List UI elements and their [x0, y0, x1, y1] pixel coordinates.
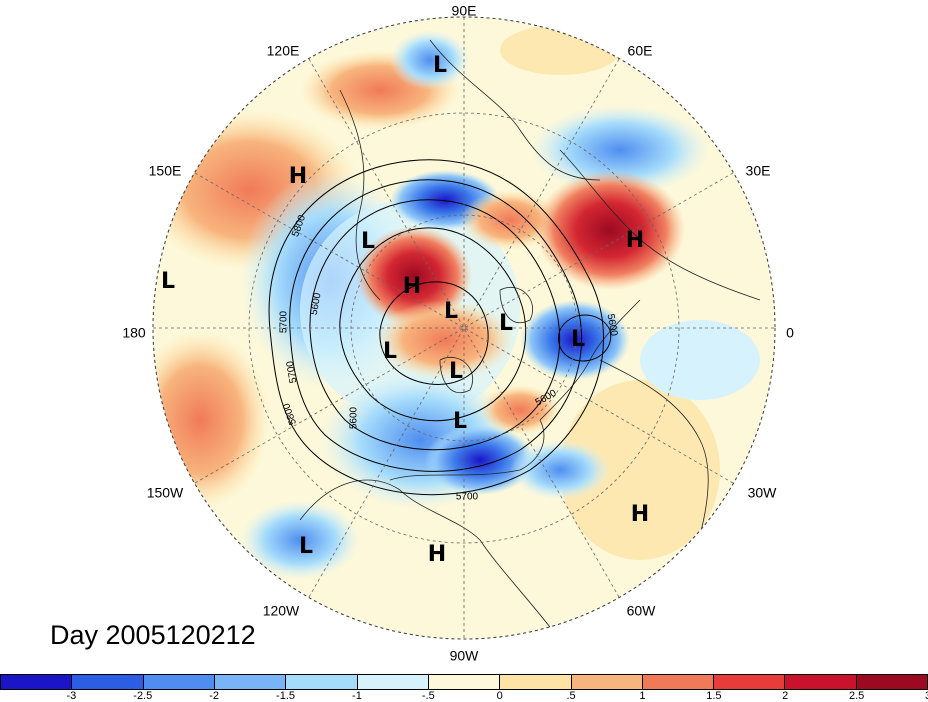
color-scale-segment [428, 675, 501, 689]
longitude-label: 120W [263, 603, 300, 619]
color-scale-segment [1, 675, 73, 689]
low-pressure-marker: L [383, 339, 397, 364]
low-pressure-marker: L [433, 53, 447, 78]
high-pressure-marker: H [626, 228, 644, 253]
high-pressure-marker: H [428, 542, 446, 567]
color-scale-tick-label: -2.5 [133, 690, 153, 702]
longitude-label: 60W [627, 603, 657, 619]
longitude-label: 90W [450, 648, 480, 664]
anomaly-field [153, 17, 775, 639]
color-scale-segment [143, 675, 215, 689]
color-scale-tick-label: .5 [566, 690, 576, 702]
low-pressure-marker: L [571, 327, 585, 352]
color-scale-tick-label: -1.5 [276, 690, 296, 702]
color-scale-tick-label: -.5 [421, 690, 435, 702]
contour-label: 5600 [349, 406, 360, 429]
color-scale-tick-label: 0 [496, 690, 503, 702]
contour-label: 5700 [456, 492, 479, 503]
color-scale-segment [642, 675, 715, 689]
low-pressure-marker: L [361, 229, 375, 254]
date-title: Day 2005120212 [50, 620, 256, 650]
height-contours [268, 159, 612, 496]
longitude-label: 30E [746, 163, 771, 179]
longitude-label: 150E [149, 163, 182, 179]
longitude-label: 60E [628, 43, 653, 59]
color-scale-segment [72, 675, 144, 689]
longitude-label: 150W [147, 485, 184, 501]
high-pressure-marker: H [403, 274, 421, 299]
color-scale-bar [0, 674, 928, 690]
color-scale-tick-label: 2 [782, 690, 789, 702]
color-scale-segment [500, 675, 572, 689]
low-pressure-marker: L [449, 359, 463, 384]
color-scale-tick-label: 1.5 [706, 690, 722, 702]
longitude-labels: 90E 60E 30E 0 30W 60W 90W 120W 150W 180 150E 120E [122, 3, 794, 664]
color-scale-tick-label: -3 [66, 690, 77, 702]
low-pressure-marker: L [453, 409, 467, 434]
color-scale-tick-label: 1 [639, 690, 646, 702]
low-pressure-marker: L [444, 299, 458, 324]
low-pressure-marker: L [499, 311, 513, 336]
contour-label: 5700 [279, 310, 290, 333]
color-scale-tick-label: 2.5 [848, 690, 865, 702]
longitude-label: 180 [122, 325, 146, 341]
high-pressure-marker: H [631, 502, 649, 527]
color-scale-tick-label: 3 [925, 690, 928, 702]
low-pressure-marker: L [161, 269, 175, 294]
color-scale-segment [714, 675, 786, 689]
contour-label: 5600 [605, 313, 620, 337]
color-scale-tick-label: -1 [352, 690, 362, 702]
color-scale-segment [785, 675, 857, 689]
contour-label: 5600 [309, 292, 324, 316]
longitude-label: 90E [452, 3, 477, 19]
color-scale-segment [286, 675, 358, 689]
color-scale-ticks: -3 -2.5 -2 -1.5 -1 -.5 0 .5 1 1.5 2 2.5 3 [0, 690, 928, 702]
color-scale-segment [357, 675, 429, 689]
high-pressure-marker: H [289, 164, 307, 189]
low-pressure-marker: L [299, 534, 313, 559]
longitude-label: 30W [748, 485, 778, 501]
polar-stereographic-map: 90E 60E 30E 0 30W 60W 90W 120W 150W 180 150E 120E L… [122, 3, 794, 664]
color-scale-segment [571, 675, 643, 689]
longitude-label: 0 [786, 325, 794, 341]
color-scale-segment [856, 675, 928, 689]
color-scale-tick-label: -2 [209, 690, 220, 702]
longitude-label: 120E [267, 43, 300, 59]
color-scale-segment [214, 675, 287, 689]
contour-label: 5700 [285, 360, 300, 384]
